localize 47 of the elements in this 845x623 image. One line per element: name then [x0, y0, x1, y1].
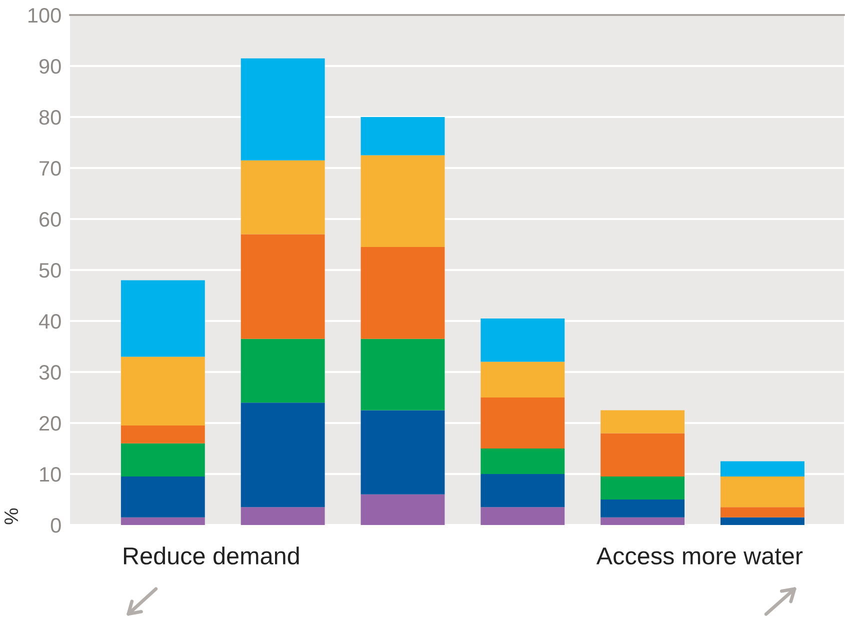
bar [240, 402, 325, 508]
y-tick-label: 100 [28, 8, 61, 23]
bar [120, 356, 205, 426]
bar [360, 247, 445, 339]
y-tick-label: 30 [39, 365, 61, 380]
bar [480, 362, 565, 398]
bar [480, 448, 565, 474]
y-tick-label: 40 [38, 314, 61, 329]
text: Reduce demand [124, 546, 299, 565]
bar [480, 398, 565, 448]
bar [240, 507, 325, 525]
bar [120, 517, 205, 525]
y-tick-label: 60 [40, 212, 61, 227]
bar [480, 507, 565, 525]
bar [240, 338, 325, 403]
bar [120, 443, 205, 477]
bar [240, 160, 325, 234]
bar [360, 155, 445, 248]
bar [720, 507, 804, 518]
y-tick-label: 70 [40, 161, 61, 176]
bar [360, 410, 445, 494]
y-tick-label: 80 [39, 110, 61, 125]
y-tick-label: 90 [39, 59, 61, 74]
bar [720, 461, 804, 477]
bar [360, 338, 445, 410]
bar [600, 500, 685, 518]
y-axis-title: % [4, 508, 18, 524]
bar [600, 517, 685, 525]
y-tick-label: 10 [40, 467, 61, 482]
bar [720, 517, 804, 525]
bar [480, 474, 565, 508]
bar [360, 494, 445, 525]
bar [600, 410, 685, 434]
bar [600, 476, 685, 500]
bar [600, 433, 685, 477]
bar [720, 476, 804, 508]
bar [120, 280, 205, 357]
bar [120, 476, 205, 518]
y-tick-label: 0 [50, 518, 61, 533]
bar [120, 426, 205, 444]
text: Access more water [596, 548, 803, 565]
bar [360, 117, 445, 156]
y-tick-label: 50 [39, 263, 61, 278]
bar [480, 318, 565, 362]
bar [240, 234, 325, 339]
y-tick-label: 20 [40, 416, 61, 431]
bar [240, 58, 325, 160]
